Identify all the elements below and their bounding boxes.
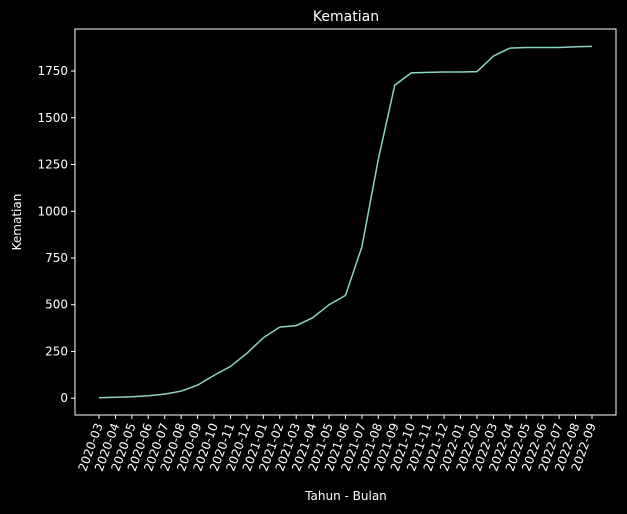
x-axis-label: Tahun - Bulan [304,489,387,503]
y-axis: 0 250 500 750 1000 1250 1500 1750 [37,64,75,405]
x-axis: 2020-032020-042020-052020-062020-072020-… [76,415,599,473]
y-tick-label: 1750 [37,64,68,78]
y-tick-label: 1000 [37,204,68,218]
series-line [98,45,593,399]
y-tick-label: 1250 [37,158,68,172]
y-tick-label: 0 [60,391,68,405]
y-axis-label: Kematian [10,194,24,251]
y-tick-label: 500 [45,298,68,312]
y-tick-label: 1500 [37,111,68,125]
y-tick-label: 250 [45,344,68,358]
chart-title: Kematian [313,9,379,25]
y-tick-label: 750 [45,251,68,265]
